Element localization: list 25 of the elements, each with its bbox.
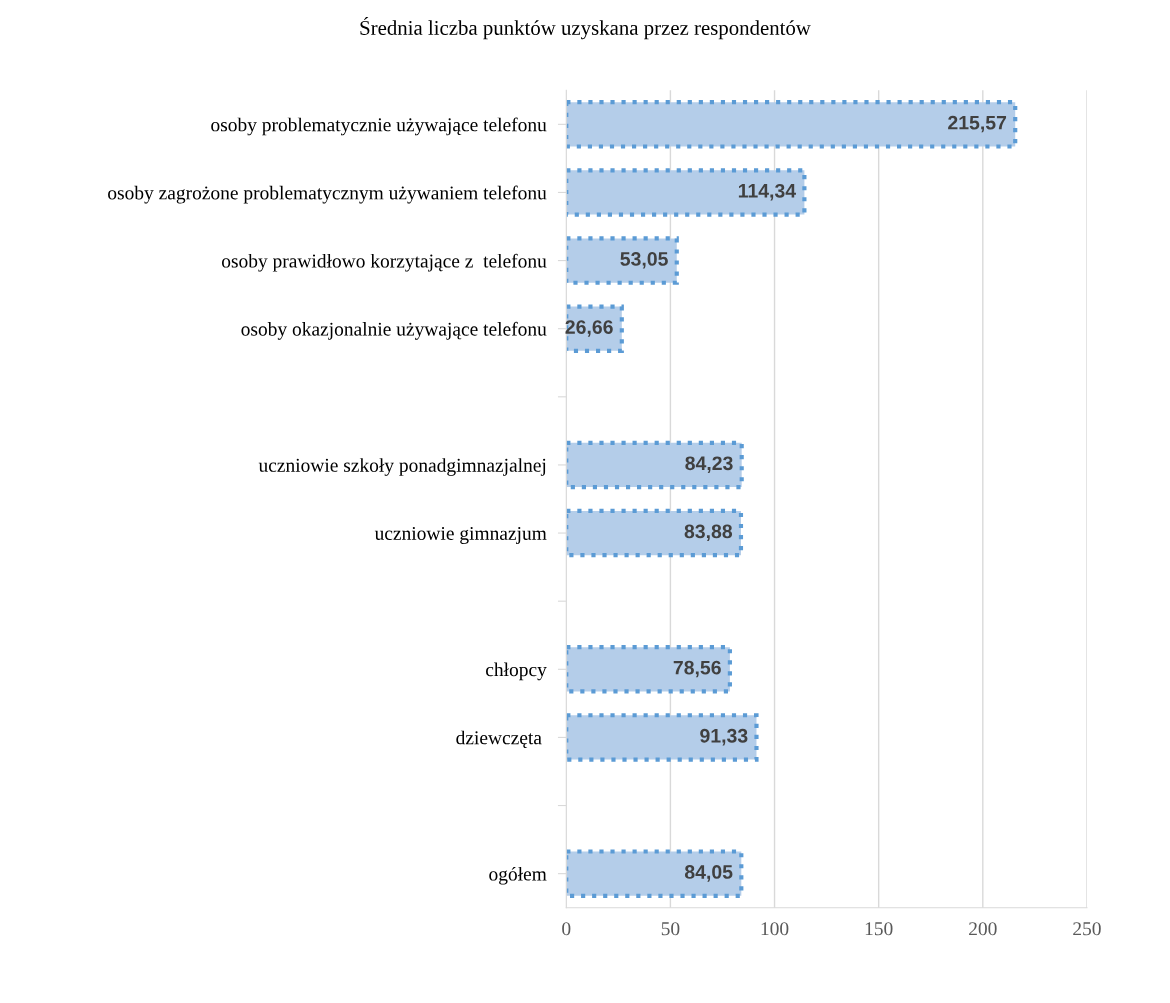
y-tick-label: osoby problematycznie używające telefonu xyxy=(211,117,547,136)
y-tick-label: uczniowie szkoły ponadgimnazjalnej xyxy=(258,458,546,476)
y-tick-label: ogółem xyxy=(489,866,547,885)
x-tick-label: 150 xyxy=(865,922,893,936)
data-label: 83,88 xyxy=(684,524,733,542)
data-label: 84,23 xyxy=(685,456,733,473)
x-tick-label: 0 xyxy=(562,922,571,936)
data-label: 53,05 xyxy=(620,252,668,269)
x-tick-label: 50 xyxy=(661,922,680,936)
data-label: 114,34 xyxy=(738,183,796,201)
y-tick-label: osoby zagrożone problematycznym używaniem telefonu xyxy=(108,185,547,204)
y-tick-label: uczniowie gimnazjum xyxy=(374,526,547,544)
y-tick-label: dziewczęta xyxy=(456,730,542,748)
data-label: 78,56 xyxy=(673,660,721,678)
data-label: 26,66 xyxy=(565,320,613,337)
chart-title: Średnia liczba punktów uzyskana przez respondentów xyxy=(360,16,811,40)
y-tick-label: osoby okazjonalnie używające telefonu xyxy=(241,321,547,340)
data-label: 84,05 xyxy=(684,865,733,882)
y-tick-label: chłopcy xyxy=(486,662,547,681)
x-tick-label: 250 xyxy=(1073,922,1101,936)
data-label: 215,57 xyxy=(948,115,1007,133)
x-tick-label: 200 xyxy=(969,922,997,936)
x-tick-label: 100 xyxy=(761,922,789,936)
y-tick-label: osoby prawidłowo korzytające z telefonu xyxy=(221,253,547,272)
data-label: 91,33 xyxy=(700,728,748,746)
